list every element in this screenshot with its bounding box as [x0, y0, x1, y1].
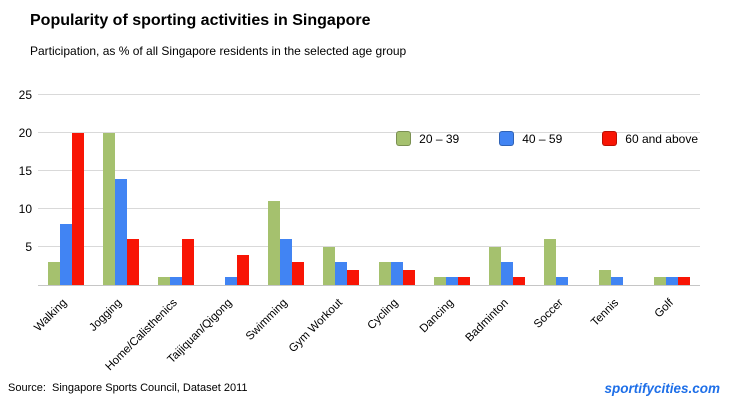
bar	[114, 178, 127, 285]
gridline	[38, 208, 700, 209]
x-axis-label: Walking	[32, 296, 70, 335]
gridline	[38, 170, 700, 171]
bar	[268, 201, 281, 285]
bar	[666, 277, 679, 285]
bar	[654, 277, 667, 285]
chart-title: Popularity of sporting activities in Sin…	[30, 12, 371, 29]
bar-group	[654, 95, 691, 285]
legend-label: 20 – 39	[419, 131, 460, 146]
bar	[181, 239, 194, 285]
legend-swatch	[396, 131, 412, 146]
bar	[237, 254, 250, 285]
x-axis-label: Dancing	[417, 296, 456, 336]
bar	[323, 247, 336, 285]
bar	[335, 262, 348, 285]
bar	[292, 262, 305, 285]
bar	[457, 277, 470, 285]
bar	[500, 262, 513, 285]
bar-group	[102, 95, 139, 285]
x-axis-label: Soccer	[532, 296, 566, 331]
bar-group	[47, 95, 84, 285]
x-axis-label: Tennis	[589, 296, 622, 329]
bar-group	[433, 95, 470, 285]
y-tick-label: 5	[25, 240, 32, 254]
legend-label: 60 and above	[625, 131, 698, 146]
bar-group	[323, 95, 360, 285]
y-tick-label: 20	[18, 126, 32, 140]
y-tick-label: 25	[18, 88, 32, 102]
bar-group	[268, 95, 305, 285]
bar	[347, 269, 360, 285]
gridline	[38, 94, 700, 95]
bar-group	[213, 95, 250, 285]
bar	[678, 277, 691, 285]
legend-swatch	[499, 131, 515, 146]
gridline	[38, 246, 700, 247]
bar	[599, 269, 612, 285]
x-axis-line	[38, 285, 700, 286]
x-axis-label: Swimming	[244, 296, 291, 343]
bar	[59, 224, 72, 285]
x-axis-label: Badminton	[463, 296, 511, 345]
bar	[102, 133, 115, 285]
legend: 20 – 39 40 – 59 60 and above	[396, 131, 698, 146]
bar	[225, 277, 238, 285]
legend-item: 20 – 39	[396, 131, 459, 146]
legend-item: 40 – 59	[499, 131, 562, 146]
chart-subtitle: Participation, as % of all Singapore res…	[30, 44, 407, 58]
bar	[402, 269, 415, 285]
bar	[47, 262, 60, 285]
bar	[445, 277, 458, 285]
bar	[433, 277, 446, 285]
bar	[280, 239, 293, 285]
legend-swatch	[602, 131, 618, 146]
bar	[488, 247, 501, 285]
source-note: Source: Singapore Sports Council, Datase…	[8, 382, 248, 394]
bar	[169, 277, 182, 285]
x-axis-label: Gym Workout	[287, 296, 346, 355]
bar-group	[157, 95, 194, 285]
bar	[126, 239, 139, 285]
bar	[390, 262, 403, 285]
bar	[378, 262, 391, 285]
bar-group	[543, 95, 580, 285]
bar	[157, 277, 170, 285]
bar	[512, 277, 525, 285]
x-axis-label: Cycling	[365, 296, 401, 333]
y-tick-label: 15	[18, 164, 32, 178]
x-axis-label: Jogging	[87, 296, 125, 334]
legend-item: 60 and above	[602, 131, 698, 146]
bar	[611, 277, 624, 285]
bar-group	[599, 95, 635, 285]
bar-groups	[38, 95, 700, 285]
y-tick-label: 10	[18, 202, 32, 216]
bar	[71, 133, 84, 285]
legend-label: 40 – 59	[522, 131, 563, 146]
x-axis-label: Golf	[652, 296, 677, 321]
plot-area: 5 10 15 20 25 Walking Jogging Home/Calisthenic…	[19, 89, 700, 373]
bar	[555, 277, 568, 285]
bar-group	[378, 95, 415, 285]
bar-group	[488, 95, 525, 285]
bar	[543, 239, 556, 285]
brand-link[interactable]: sportifycities.com	[604, 381, 720, 396]
gridline	[38, 132, 700, 133]
